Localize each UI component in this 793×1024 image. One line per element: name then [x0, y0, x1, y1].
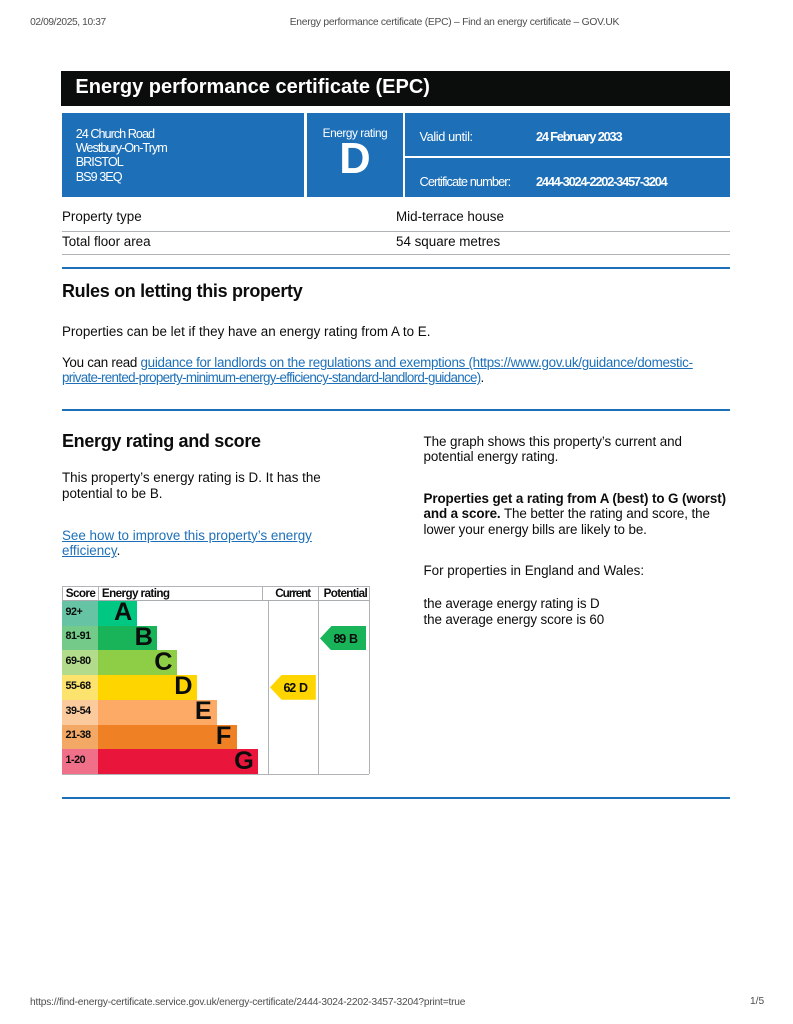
- svg-text:62: 62: [283, 681, 296, 695]
- svg-text:B: B: [348, 632, 357, 646]
- svg-text:89: 89: [333, 632, 346, 646]
- svg-text:D: D: [299, 681, 308, 695]
